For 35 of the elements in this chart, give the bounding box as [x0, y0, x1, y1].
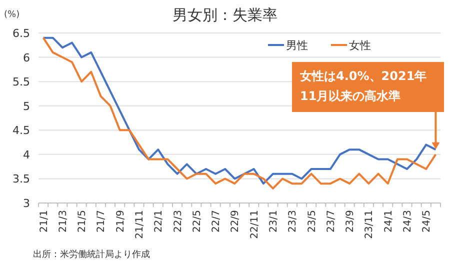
x-tick-label: 22/7 [211, 210, 222, 232]
y-tick-label: 3 [23, 197, 30, 210]
legend-label: 男性 [286, 39, 308, 52]
x-tick-label: 23/3 [288, 210, 299, 232]
y-tick-label: 6.5 [12, 27, 30, 40]
x-tick-label: 24/1 [383, 210, 394, 232]
y-axis-title: (%) [4, 10, 20, 20]
y-tick-label: 5.5 [12, 76, 30, 89]
x-tick-label: 21/7 [96, 210, 108, 232]
text: 出所：米労働統計局より作成 [33, 249, 150, 260]
x-tick-label: 22/3 [172, 210, 184, 232]
y-tick-label: 3.5 [12, 172, 30, 186]
legend-label: 女性 [349, 39, 371, 52]
x-tick-label: 23/1 [268, 210, 280, 232]
x-tick-label: 21/3 [58, 210, 69, 232]
annotation: 女性は4.0%、2021年 11月以来の高水準 [299, 69, 427, 103]
x-tick-label: 23/7 [326, 210, 337, 232]
x-tick-label: 23/9 [345, 210, 356, 232]
chart-title: 男女別：失業率 [172, 6, 278, 24]
y-tick-label: 4.5 [12, 124, 30, 138]
x-tick-label: 22/9 [230, 210, 242, 232]
x-tick-label: 21/11 [134, 210, 146, 239]
x-tick-label: 22/11 [249, 210, 260, 239]
y-tick-label: 6 [23, 51, 30, 64]
y-tick-label: 4 [23, 148, 30, 162]
y-tick-label: 5 [23, 100, 30, 113]
x-tick-label: 21/5 [77, 210, 88, 232]
x-tick-label: 21/1 [38, 210, 50, 232]
x-tick-label: 23/5 [306, 210, 318, 232]
x-tick-label: 23/11 [364, 210, 376, 239]
x-tick-label: 21/9 [115, 210, 126, 232]
x-tick-label: 22/1 [154, 210, 165, 232]
x-tick-label: 24/5 [422, 210, 433, 232]
x-tick-label: 22/5 [192, 210, 203, 232]
x-tick-label: 24/3 [402, 210, 414, 232]
